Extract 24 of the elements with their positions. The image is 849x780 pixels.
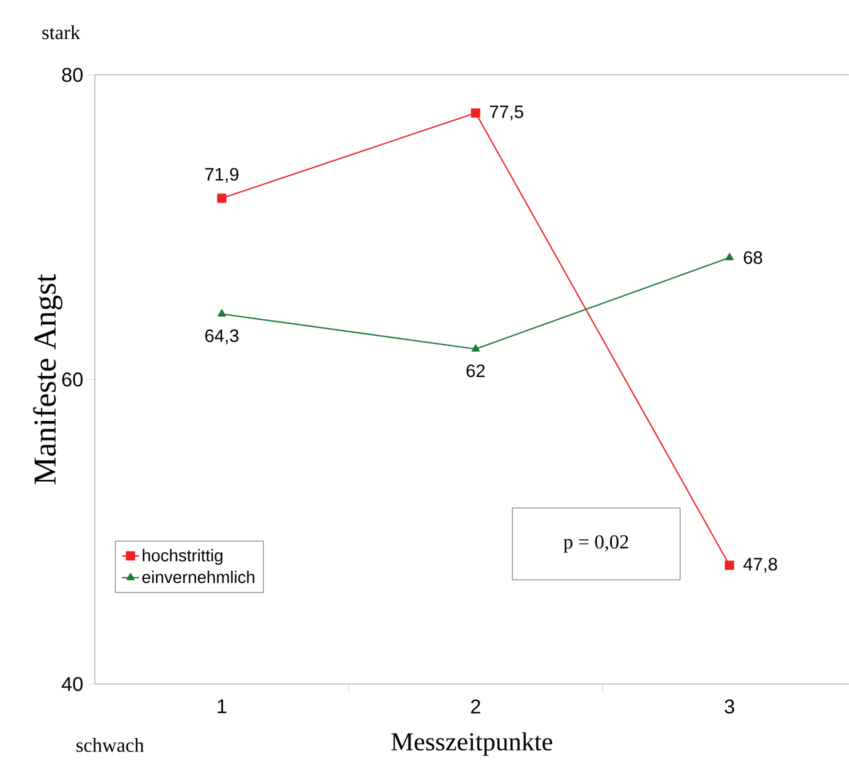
legend-label: einvernehmlich	[142, 570, 254, 584]
y-axis-title: Manifeste Angst	[33, 274, 62, 484]
point	[471, 108, 480, 118]
y-tick-label: 80	[62, 68, 83, 82]
x-axis-title: Messzeitpunkte	[391, 732, 552, 756]
data-label: 68	[744, 251, 762, 264]
point	[217, 194, 226, 203]
data-label: 64,3	[205, 329, 238, 344]
x-tick-label: 3	[724, 700, 734, 714]
x-tick-label: 1	[218, 700, 226, 714]
point	[218, 309, 226, 317]
legend-label: hochstrittig	[142, 549, 222, 565]
annotation: p = 0,02	[564, 535, 628, 553]
y-tick-label: 60	[62, 372, 83, 387]
text: stark	[42, 25, 80, 40]
y-tick-label: 40	[62, 677, 83, 692]
x-tick-label: 2	[471, 700, 480, 714]
data-label: 47,8	[743, 558, 778, 573]
data-label: 71,9	[205, 168, 238, 183]
text: schwach	[76, 738, 144, 752]
data-label: 62	[466, 364, 485, 378]
point	[472, 344, 480, 352]
data-label: 77,5	[490, 106, 524, 120]
point	[725, 253, 734, 260]
